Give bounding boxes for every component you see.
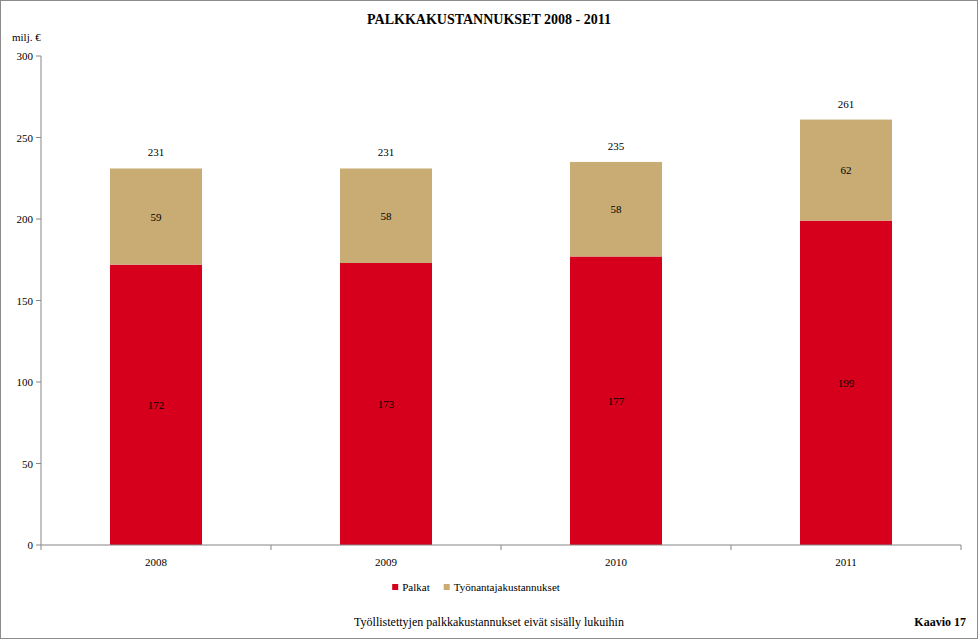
data-label: 199 <box>838 377 855 389</box>
x-tick <box>501 545 502 550</box>
data-label: 62 <box>841 164 852 176</box>
y-tick-label: 250 <box>17 132 34 144</box>
data-label: 59 <box>151 211 163 223</box>
y-tick <box>36 382 41 383</box>
bar <box>800 120 892 221</box>
y-tick-label: 200 <box>17 213 34 225</box>
x-tick <box>731 545 732 550</box>
note: Työllistettyjen palkkakustannukset eivät… <box>354 615 624 629</box>
figure-label: Kaavio 17 <box>914 615 966 629</box>
x-tick-label: 2011 <box>835 556 857 568</box>
legend-swatch <box>392 584 398 590</box>
bar <box>800 221 892 545</box>
y-axis-label: milj. € <box>12 31 41 43</box>
y-tick <box>36 545 41 546</box>
bar <box>340 263 432 545</box>
y-tick-label: 50 <box>22 458 34 470</box>
x-tick <box>271 545 272 550</box>
legend-swatch <box>444 584 450 590</box>
title: PALKKAKUSTANNUKSET 2008 - 2011 <box>367 12 611 27</box>
x-tick-label: 2010 <box>605 556 628 568</box>
x-tick-label: 2008 <box>145 556 168 568</box>
y-tick <box>36 56 41 57</box>
data-label: 58 <box>611 203 623 215</box>
legend-label: Palkat <box>402 581 430 593</box>
y-tick-label: 150 <box>17 295 34 307</box>
y-tick-label: 300 <box>17 50 34 62</box>
x-tick-label: 2009 <box>375 556 398 568</box>
y-tick <box>36 300 41 301</box>
y-tick <box>36 137 41 138</box>
y-tick-label: 100 <box>17 376 34 388</box>
total-label: 235 <box>608 140 625 152</box>
x-tick <box>41 545 42 550</box>
frame <box>1 1 978 639</box>
data-label: 58 <box>381 210 393 222</box>
total-label: 231 <box>148 146 165 158</box>
y-tick <box>36 463 41 464</box>
y-tick <box>36 219 41 220</box>
total-label: 261 <box>838 98 855 110</box>
bar <box>340 168 432 263</box>
data-label: 172 <box>148 399 165 411</box>
data-label: 173 <box>378 398 395 410</box>
legend-label: Työnantajakustannukset <box>454 581 560 593</box>
x-tick <box>961 545 962 550</box>
y-tick-label: 0 <box>28 539 34 551</box>
bar <box>570 162 662 257</box>
chart: PALKKAKUSTANNUKSET 2008 - 2011 milj. € 172… <box>0 0 978 639</box>
data-label: 177 <box>608 395 625 407</box>
total-label: 231 <box>378 146 395 158</box>
bars <box>110 120 892 545</box>
legend: Palkat Työnantajakustannukset <box>392 581 560 593</box>
bar <box>570 256 662 545</box>
data-labels: 172 59 231 173 58 231 177 58 235 199 62 261 <box>148 98 855 411</box>
bar <box>110 265 202 545</box>
bar <box>110 168 202 264</box>
